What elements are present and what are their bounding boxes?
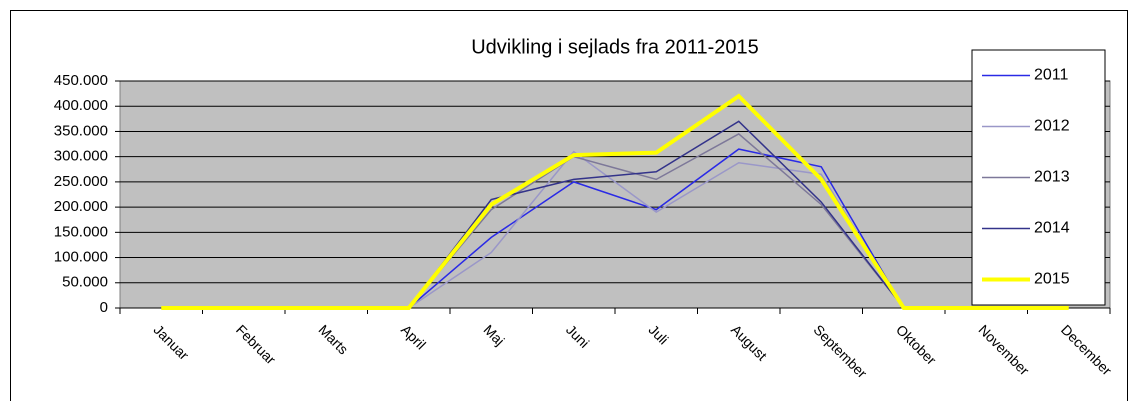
plot-area <box>119 80 1111 309</box>
y-tick-label: 0 <box>100 299 108 316</box>
y-tick-label: 400.000 <box>54 97 108 114</box>
y-tick-label: 300.000 <box>54 148 108 165</box>
y-tick-label: 150.000 <box>54 223 108 240</box>
legend-label: 2014 <box>1034 220 1070 237</box>
legend-label: 2012 <box>1034 118 1070 135</box>
y-tick-label: 250.000 <box>54 173 108 190</box>
y-tick-label: 450.000 <box>54 72 108 89</box>
series-line <box>161 93 1069 310</box>
legend-label: 2013 <box>1034 169 1070 186</box>
chart-title: Udvikling i sejlads fra 2011-2015 <box>471 36 759 58</box>
legend-label: 2015 <box>1034 271 1070 288</box>
legend-label: 2011 <box>1034 67 1069 84</box>
y-tick-label: 100.000 <box>54 249 108 266</box>
y-tick-label: 350.000 <box>54 122 108 139</box>
y-tick-label: 200.000 <box>54 198 108 215</box>
y-tick-label: 50.000 <box>62 274 108 291</box>
